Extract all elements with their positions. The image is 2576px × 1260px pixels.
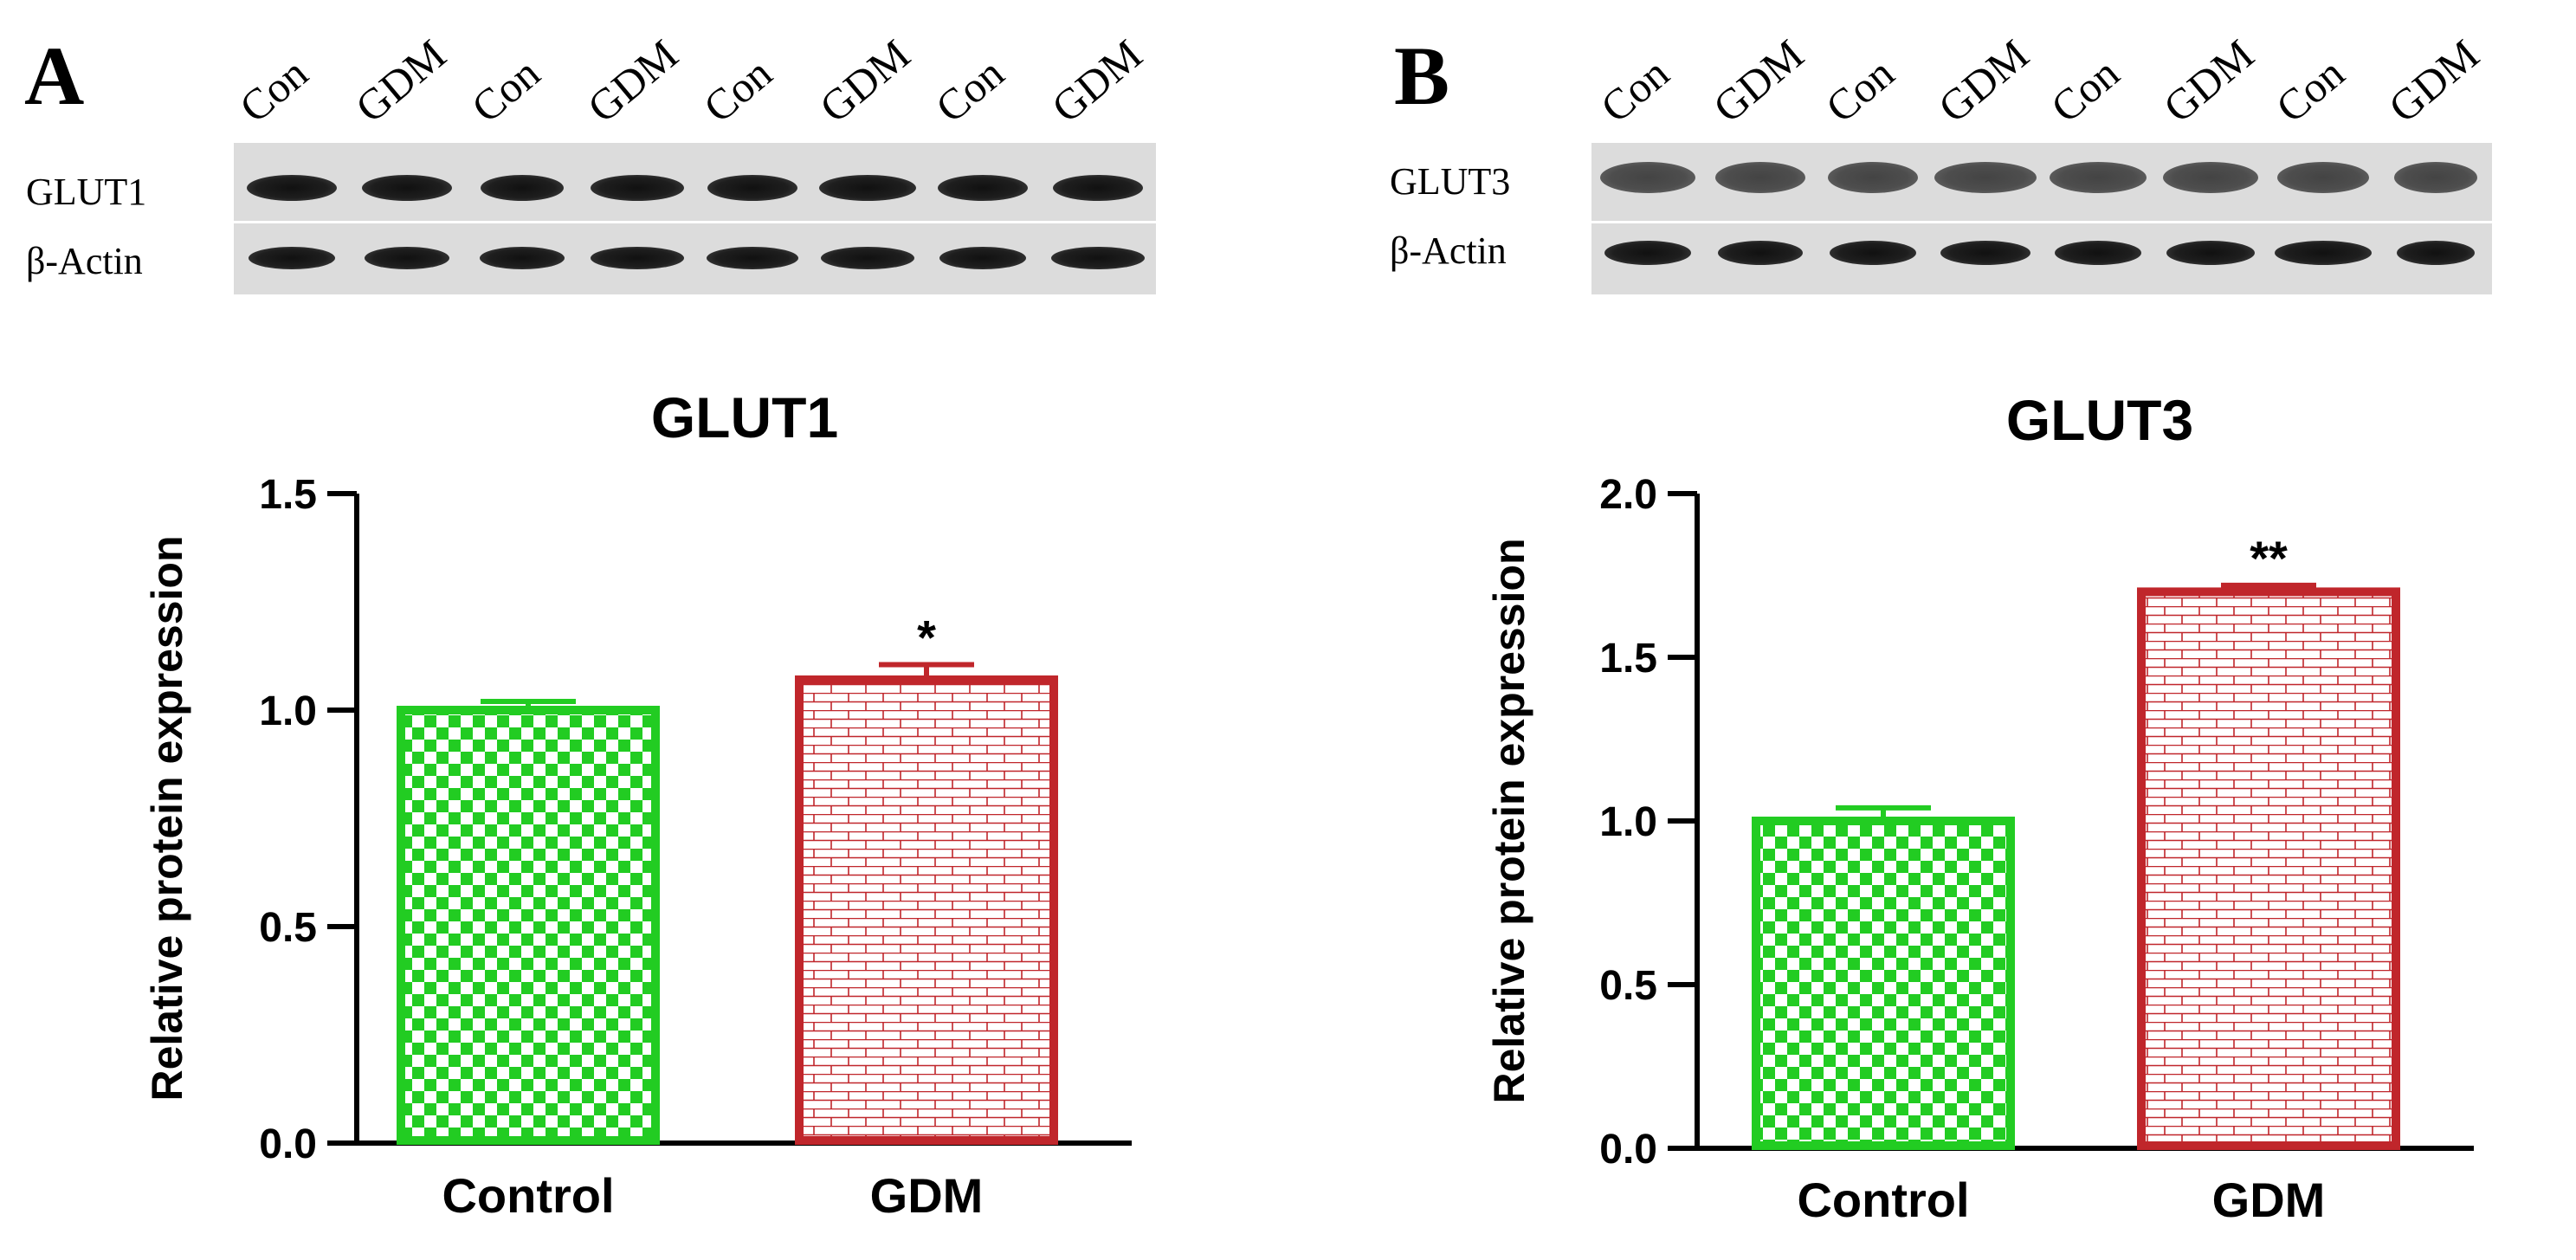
blot-band [2394,162,2477,193]
blot-band [361,175,452,201]
blot-band [1828,162,1918,193]
blot-band [1600,162,1695,193]
y-tick-label: 1.5 [259,472,317,518]
blot-band [1934,162,2037,193]
blot-band [246,175,337,201]
y-tick-label: 0.5 [259,905,317,951]
y-axis-title: Relative protein expression [1485,538,1533,1103]
blot-strip-glut3 [1591,143,2492,221]
blot-band [1053,175,1144,201]
x-category-label: GDM [870,1168,984,1223]
y-tick-label: 0.0 [1599,1127,1657,1173]
blot-band [2397,241,2475,265]
y-tick-label: 1.5 [1599,636,1657,682]
panel-letter: B [1394,29,1450,122]
blot-band [1051,247,1146,269]
blot-band [819,175,917,201]
significance-marker: ** [2250,531,2288,585]
x-category-label: Control [442,1168,614,1223]
x-category-label: Control [1797,1173,1969,1227]
panel-b: B Con GDM Con GDM Con GDM Con GDM GLUT3 β-Actin… [1351,0,2576,1260]
significance-marker: * [917,611,936,665]
bar-chart-glut1: GLUT1 0.0 0.5 1.0 1.5 Relative protein expres… [143,385,1132,1223]
chart-title: GLUT1 [651,385,838,449]
y-tick-label: 0.5 [1599,963,1657,1009]
bar-chart-glut3: GLUT3 0.0 0.5 1.0 1.5 2.0 Relative protein exp… [1485,388,2474,1227]
blot-band [2163,162,2258,193]
blot-band [479,247,565,269]
blot-band [1940,241,2030,265]
y-tick-label: 1.0 [1599,799,1657,845]
blot-band [480,175,564,201]
blot-band [1830,241,1916,265]
blot-band [1715,162,1805,193]
blot-band [939,247,1027,269]
blot-band [2166,241,2255,265]
bar-gdm [795,675,1058,1145]
blot-row-label-glut3: GLUT3 [1390,160,1511,203]
blot-band [1718,241,1803,265]
bar-control [1752,817,2015,1150]
blot-band [590,175,684,201]
blot-strip-actin [1591,223,2492,294]
blot-band [707,247,799,269]
blot-strip-glut1 [234,143,1156,221]
y-axis-title: Relative protein expression [143,535,191,1101]
chart-title: GLUT3 [2006,388,2193,452]
blot-band [2277,162,2369,193]
blot-band [2275,241,2372,265]
blot-band [707,175,798,201]
blot-band [2050,162,2147,193]
blot-row-label-actin: β-Actin [26,240,143,282]
blot-band [1604,241,1691,265]
blot-row-label-glut1: GLUT1 [26,171,147,213]
blot-band [938,175,1029,201]
panel-letter: A [24,29,85,122]
x-category-label: GDM [2212,1173,2326,1227]
y-tick-label: 1.0 [259,688,317,734]
blot-band [590,247,684,269]
panel-a: A Con GDM Con GDM Con GDM Con GDM GLUT1 β-Actin… [24,29,1156,1223]
blot-band [2055,241,2141,265]
y-tick-label: 0.0 [259,1121,317,1167]
y-tick-label: 2.0 [1599,472,1657,518]
blot-row-label-actin: β-Actin [1390,229,1507,272]
blot-band [821,247,915,269]
blot-strip-actin [234,223,1156,294]
blot-band [248,247,335,269]
blot-band [364,247,449,269]
bar-gdm [2137,587,2400,1150]
bar-control [397,706,660,1145]
